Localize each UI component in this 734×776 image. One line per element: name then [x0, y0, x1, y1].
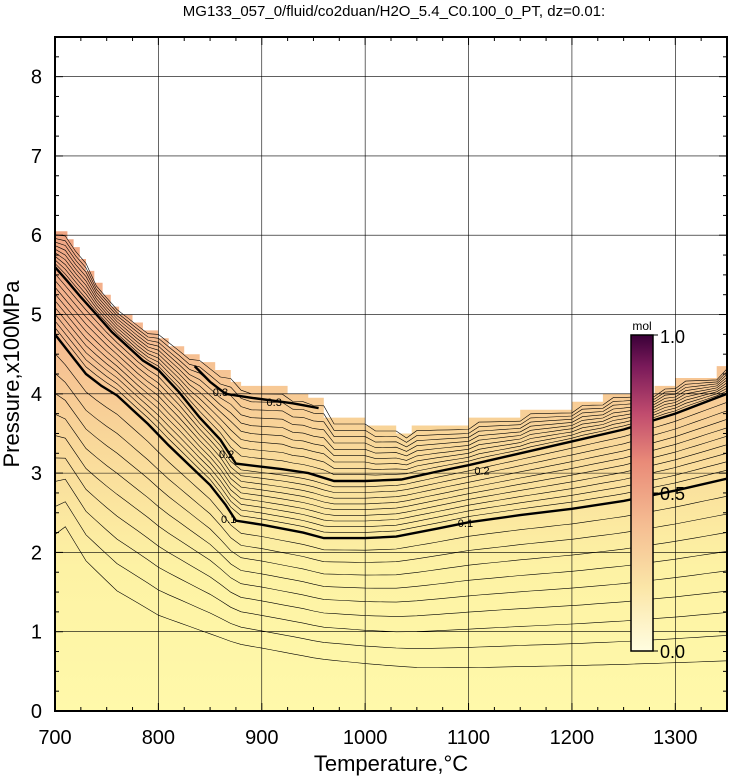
- minor-contour-4: [55, 457, 727, 617]
- minor-contour-6: [55, 413, 727, 589]
- x-tick-label-1200: 1200: [550, 727, 595, 749]
- x-tick-label-1000: 1000: [343, 727, 388, 749]
- x-axis-label: Temperature,°C: [314, 751, 468, 776]
- minor-contour-8: [55, 372, 727, 563]
- colorbar-unit: mol: [632, 319, 651, 333]
- minor-contour-21: [55, 255, 727, 466]
- minor-contour-1: [55, 526, 727, 668]
- minor-contour-18: [55, 273, 727, 488]
- y-tick-label-5: 5: [31, 305, 42, 327]
- y-tick-label-6: 6: [31, 225, 42, 247]
- x-tick-labels: 700 800 900 1000 1100 1200 1300: [38, 727, 697, 749]
- contour-label-2-0: 0.3: [213, 387, 228, 399]
- minor-contour-20: [55, 259, 727, 470]
- minor-contour-5: [55, 435, 727, 603]
- minor-contour-23: [55, 248, 727, 457]
- minor-contour-22: [55, 252, 727, 461]
- colorbar-min-label: 0.0: [660, 642, 685, 662]
- minor-contour-9: [55, 353, 727, 551]
- y-tick-label-1: 1: [31, 622, 42, 644]
- chart-title: MG133_057_0/fluid/co2duan/H2O_5.4_C0.100…: [183, 3, 605, 20]
- contour-label-2-1: 0.3: [267, 397, 282, 409]
- grid-lines: [55, 37, 727, 711]
- contour-0.2: [55, 266, 727, 483]
- minor-contour-13: [55, 307, 727, 516]
- colorbar-fill: [630, 334, 654, 652]
- minor-contour-11: [55, 320, 727, 527]
- colorbar-mid-label: 0.5: [660, 484, 685, 504]
- x-tick-label-800: 800: [142, 727, 175, 749]
- minor-contour-25: [55, 241, 727, 448]
- y-tick-label-0: 0: [31, 701, 42, 723]
- minor-contour-7: [55, 393, 727, 576]
- minor-contour-24: [55, 245, 727, 452]
- data-field: [55, 231, 727, 711]
- minor-contour-12: [55, 313, 727, 522]
- contour-label-0-0: 0.1: [221, 514, 236, 526]
- x-tick-label-1100: 1100: [447, 727, 490, 749]
- y-axis-label: Pressure,x100MPa: [0, 280, 24, 468]
- tick-marks: [54, 36, 728, 712]
- minor-contours: [55, 234, 727, 668]
- x-tick-label-1300: 1300: [653, 727, 698, 749]
- minor-contour-10: [55, 327, 727, 533]
- y-tick-label-7: 7: [31, 146, 42, 168]
- minor-contour-27: [55, 234, 727, 439]
- minor-contour-14: [55, 300, 727, 510]
- contour-0.3: [193, 365, 319, 410]
- y-tick-label-3: 3: [31, 463, 42, 485]
- contour-label-0-1: 0.1: [458, 518, 473, 530]
- contour-label-1-1: 0.2: [474, 466, 489, 478]
- colorbar: mol 1.0 0.5 0.0: [630, 319, 685, 662]
- x-tick-label-900: 900: [245, 727, 278, 749]
- minor-contour-19: [55, 263, 727, 476]
- minor-contour-17: [55, 280, 727, 493]
- y-tick-label-4: 4: [31, 384, 42, 406]
- y-tick-label-8: 8: [31, 67, 42, 89]
- y-tick-label-2: 2: [31, 542, 42, 564]
- y-tick-labels: 0 1 2 3 4 5 6 7 8: [31, 67, 42, 723]
- minor-contour-2: [55, 501, 727, 649]
- contour-label-1-0: 0.2: [219, 449, 234, 461]
- minor-contour-16: [55, 287, 727, 499]
- minor-contour-15: [55, 293, 727, 505]
- colorbar-max-label: 1.0: [660, 327, 685, 347]
- contour-labels: 0.1 0.1 0.2 0.2 0.3 0.3: [213, 387, 490, 530]
- x-tick-label-700: 700: [38, 727, 71, 749]
- minor-contour-26: [55, 238, 727, 443]
